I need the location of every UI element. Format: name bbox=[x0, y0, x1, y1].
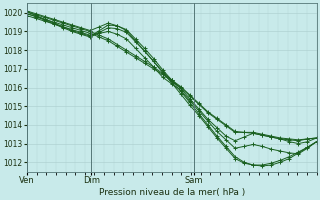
X-axis label: Pression niveau de la mer( hPa ): Pression niveau de la mer( hPa ) bbox=[99, 188, 245, 197]
